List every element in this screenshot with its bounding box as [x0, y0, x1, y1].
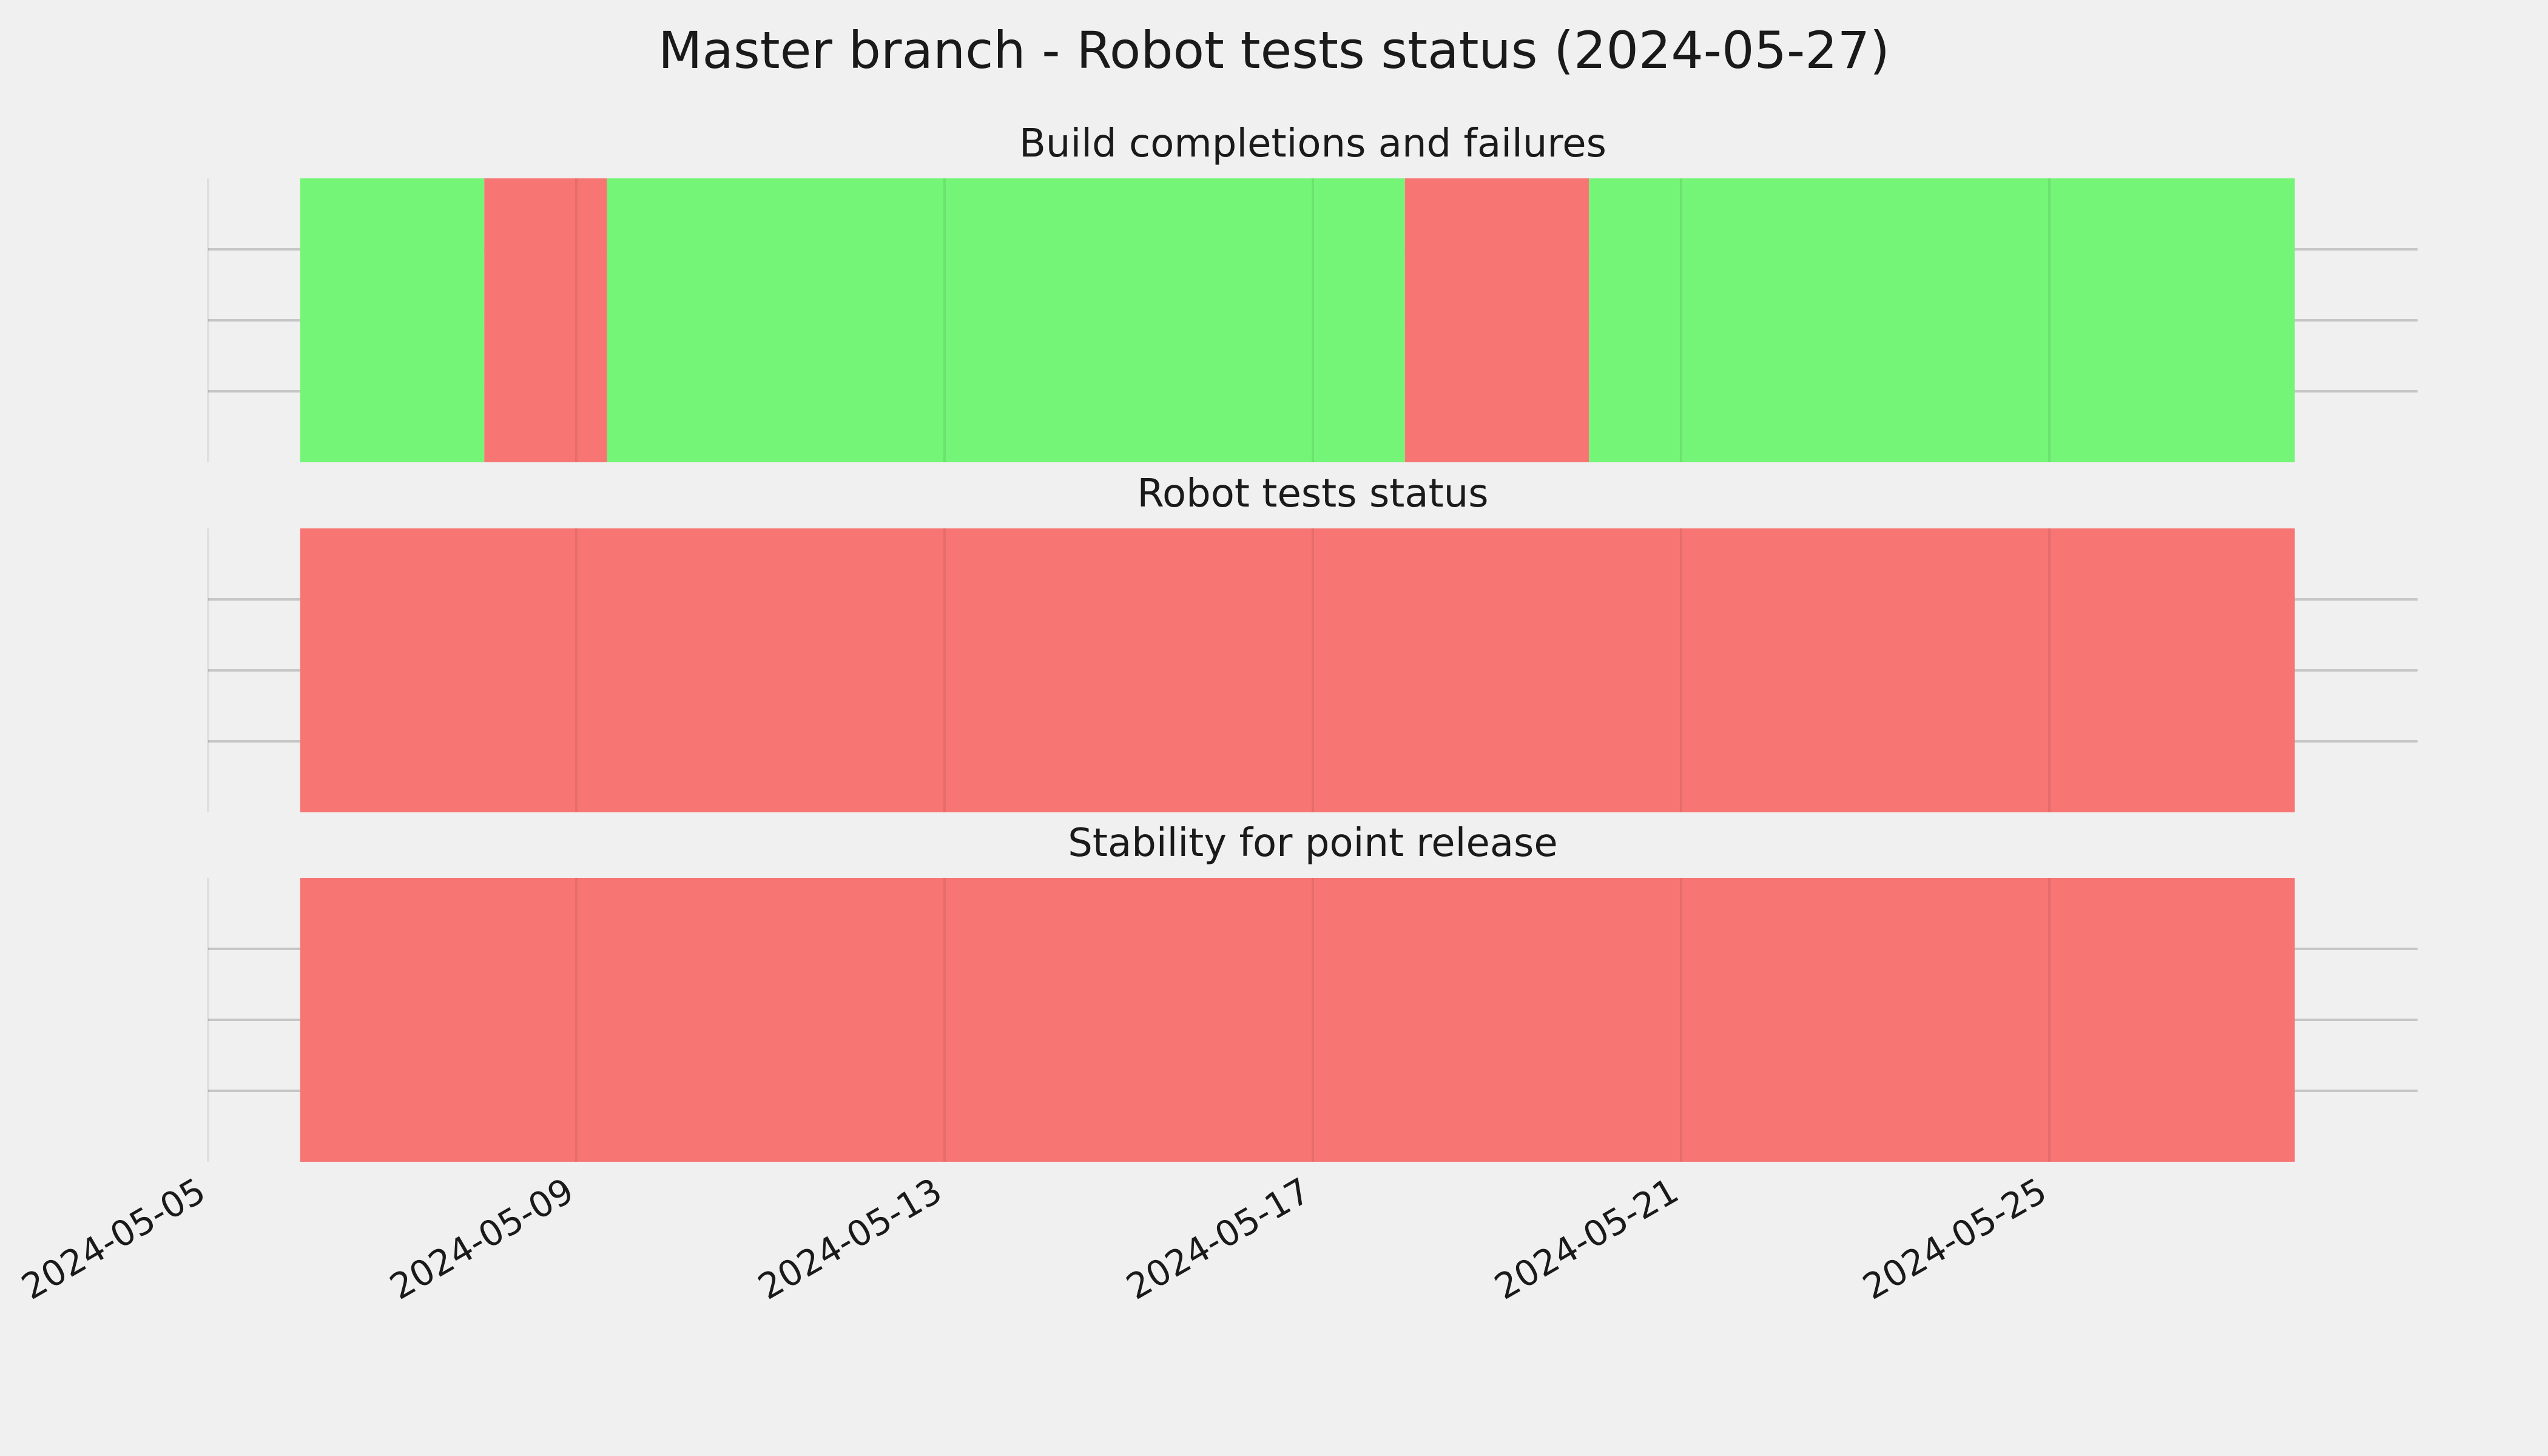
status-segment-pass [607, 178, 1405, 462]
panel-title: Build completions and failures [1019, 121, 1606, 166]
panel-3: Stability for point release [207, 821, 2418, 1162]
panel-title: Stability for point release [1068, 821, 1558, 866]
x-tick-label: 2024-05-13 [751, 1170, 949, 1307]
status-segment-fail [300, 878, 2295, 1162]
x-tick-label: 2024-05-17 [1119, 1170, 1317, 1307]
panel-2: Robot tests status [207, 471, 2418, 812]
x-tick-label: 2024-05-21 [1488, 1170, 1685, 1307]
chart-title: Master branch - Robot tests status (2024… [658, 21, 1890, 80]
panel-1: Build completions and failures [207, 121, 2418, 462]
x-axis-ticks: 2024-05-05 2024-05-09 2024-05-13 2024-05-17… [15, 1170, 2054, 1307]
panel-title: Robot tests status [1137, 471, 1488, 516]
panels: Build completions and failures Robot test… [207, 121, 2418, 1162]
status-segment-pass [1589, 178, 2295, 462]
x-tick-label: 2024-05-25 [1856, 1170, 2054, 1307]
status-segment-fail [484, 178, 607, 462]
x-tick-label: 2024-05-09 [383, 1170, 581, 1307]
status-segment-pass [300, 178, 485, 462]
x-tick-label: 2024-05-05 [15, 1170, 212, 1307]
status-segment-fail [1404, 178, 1589, 462]
status-segment-fail [300, 528, 2295, 812]
